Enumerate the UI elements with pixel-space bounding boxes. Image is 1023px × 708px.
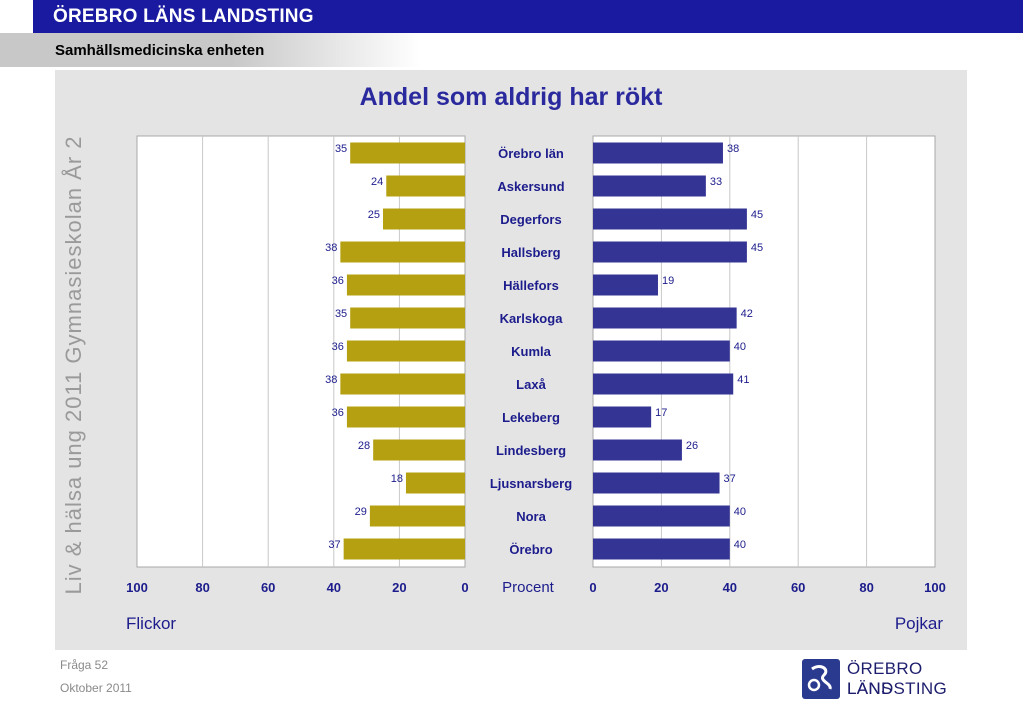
category-label: Örebro <box>509 542 552 557</box>
value-label-flickor: 35 <box>335 143 347 155</box>
x-tick-right: 40 <box>723 580 737 595</box>
category-label: Hallsberg <box>501 245 560 260</box>
category-label: Kumla <box>511 344 552 359</box>
chart-title: Andel som aldrig har rökt <box>360 83 664 111</box>
value-label-flickor: 28 <box>358 440 370 452</box>
value-label-flickor: 36 <box>332 407 344 419</box>
bar-flickor <box>405 472 465 494</box>
value-label-pojkar: 37 <box>724 473 736 485</box>
logo-text-line1: ÖREBRO LÄNS <box>847 659 923 698</box>
value-label-pojkar: 38 <box>727 143 739 155</box>
category-label: Degerfors <box>500 212 561 227</box>
value-label-flickor: 36 <box>332 275 344 287</box>
bar-pojkar <box>593 472 720 494</box>
x-tick-left: 100 <box>126 580 148 595</box>
value-label-flickor: 36 <box>332 341 344 353</box>
bar-pojkar <box>593 208 747 230</box>
bar-flickor <box>386 175 465 197</box>
bar-pojkar <box>593 241 747 263</box>
x-tick-right: 0 <box>589 580 596 595</box>
value-label-pojkar: 40 <box>734 539 746 551</box>
value-label-pojkar: 45 <box>751 209 763 221</box>
bar-flickor <box>346 406 465 428</box>
bar-pojkar <box>593 538 730 560</box>
bar-flickor <box>350 142 465 164</box>
report-date: Oktober 2011 <box>60 681 132 695</box>
category-label: Askersund <box>497 179 564 194</box>
bar-pojkar <box>593 406 652 428</box>
value-label-flickor: 25 <box>368 209 380 221</box>
value-label-flickor: 38 <box>325 242 337 254</box>
landsting-logo-icon <box>802 659 840 699</box>
value-label-pojkar: 41 <box>737 374 749 386</box>
bar-pojkar <box>593 274 658 296</box>
category-label: Nora <box>516 509 546 524</box>
category-label: Laxå <box>516 377 546 392</box>
value-label-flickor: 24 <box>371 176 383 188</box>
value-label-pojkar: 42 <box>741 308 753 320</box>
category-label: Ljusnarsberg <box>490 476 572 491</box>
bar-pojkar <box>593 175 706 197</box>
x-tick-left: 80 <box>195 580 209 595</box>
axis-label-procent: Procent <box>502 579 555 596</box>
x-tick-right: 20 <box>654 580 668 595</box>
value-label-pojkar: 40 <box>734 506 746 518</box>
value-label-pojkar: 45 <box>751 242 763 254</box>
category-label: Karlskoga <box>500 311 564 326</box>
bar-flickor <box>343 538 465 560</box>
org-title: ÖREBRO LÄNS LANDSTING <box>53 6 314 27</box>
legend-flickor: Flickor <box>126 614 176 633</box>
bar-pojkar <box>593 307 737 329</box>
department-bar <box>0 33 420 67</box>
value-label-pojkar: 17 <box>655 407 667 419</box>
value-label-flickor: 38 <box>325 374 337 386</box>
bar-pojkar <box>593 439 682 461</box>
x-tick-left: 0 <box>461 580 468 595</box>
department-title: Samhällsmedicinska enheten <box>55 42 265 59</box>
value-label-flickor: 29 <box>355 506 367 518</box>
x-tick-left: 20 <box>392 580 406 595</box>
value-label-pojkar: 19 <box>662 275 674 287</box>
bar-flickor <box>350 307 465 329</box>
category-label: Hällefors <box>503 278 559 293</box>
bar-flickor <box>369 505 465 527</box>
landsting-logo: ÖREBRO LÄNS LANDSTING <box>802 657 972 701</box>
value-label-pojkar: 33 <box>710 176 722 188</box>
value-label-flickor: 35 <box>335 308 347 320</box>
value-label-flickor: 37 <box>328 539 340 551</box>
bar-flickor <box>340 241 465 263</box>
category-label: Örebro län <box>498 146 564 161</box>
value-label-pojkar: 26 <box>686 440 698 452</box>
bar-pojkar <box>593 373 734 395</box>
x-tick-right: 60 <box>791 580 805 595</box>
bar-flickor <box>373 439 465 461</box>
category-label: Lekeberg <box>502 410 560 425</box>
bar-pojkar <box>593 340 730 362</box>
value-label-flickor: 18 <box>391 473 403 485</box>
x-tick-right: 100 <box>924 580 946 595</box>
logo-text-line2: LANDSTING <box>847 679 947 698</box>
x-tick-right: 80 <box>859 580 873 595</box>
bar-pojkar <box>593 142 723 164</box>
value-label-pojkar: 40 <box>734 341 746 353</box>
header-bar: ÖREBRO LÄNS LANDSTING <box>33 0 1023 33</box>
legend-pojkar: Pojkar <box>895 614 944 633</box>
question-number: Fråga 52 <box>60 658 109 672</box>
bar-flickor <box>346 274 465 296</box>
bar-flickor <box>383 208 465 230</box>
bar-pojkar <box>593 505 730 527</box>
x-tick-left: 40 <box>327 580 341 595</box>
bar-flickor <box>340 373 465 395</box>
bar-flickor <box>346 340 465 362</box>
x-tick-left: 60 <box>261 580 275 595</box>
category-label: Lindesberg <box>496 443 566 458</box>
